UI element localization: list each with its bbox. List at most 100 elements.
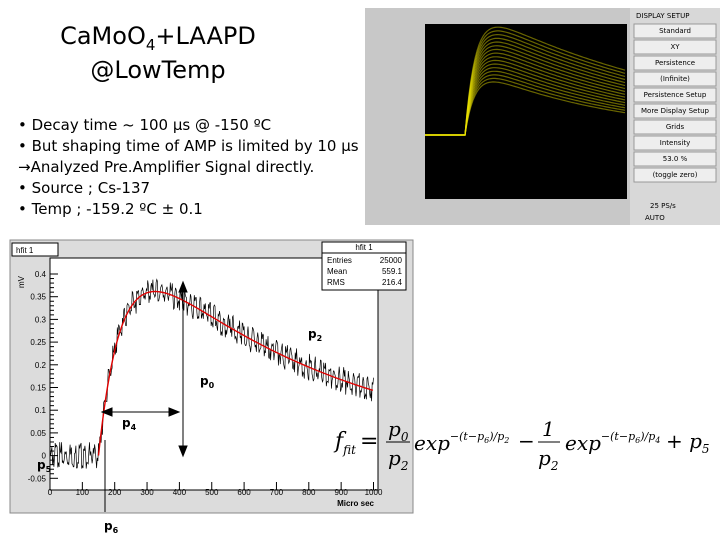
scope-trace: [425, 67, 626, 136]
param-label: p5: [37, 458, 52, 474]
y-tick-label: 0.15: [30, 384, 46, 393]
scope-button-label: Grids: [666, 123, 685, 131]
param-label: p2: [308, 327, 322, 343]
plot-name-box: [11, 242, 59, 257]
scope-trace: [425, 30, 626, 136]
stats-title: hfit 1: [355, 243, 373, 252]
scope-button: [633, 23, 717, 39]
scope-button-label: More Display Setup: [641, 107, 710, 115]
fit-curve: [97, 290, 374, 456]
param-sub: 6: [113, 526, 119, 535]
param-base: p: [104, 519, 113, 533]
scope-screen: [425, 24, 627, 199]
plot-name: hfit 1: [16, 246, 34, 255]
scope-button: [633, 39, 717, 55]
x-tick-label: 800: [302, 488, 316, 497]
scope-trace: [425, 37, 626, 136]
x-tick-label: 0: [48, 488, 53, 497]
scope-button: [633, 151, 717, 167]
scope-button: [633, 103, 717, 119]
y-tick-label: 0.4: [35, 270, 47, 279]
stats-key: Entries: [327, 256, 352, 265]
exp1: exp−(t−p6)/p2: [414, 430, 509, 455]
title-line2: @LowTemp: [90, 56, 225, 84]
scope-trace: [425, 33, 626, 136]
y-tick-label: 0.3: [35, 315, 47, 324]
y-tick-label: 0.35: [30, 293, 46, 302]
x-tick-label: 700: [270, 488, 284, 497]
bullet: →Analyzed Pre.Amplifier Signal directly.: [18, 158, 314, 176]
param-base: p: [308, 327, 317, 341]
scope-button-label: 53.0 %: [663, 155, 688, 163]
scope-menu-title: DISPLAY SETUP: [636, 12, 689, 20]
stats-value: 25000: [380, 256, 403, 265]
scope-button: [633, 71, 717, 87]
stats-value: 559.1: [382, 267, 403, 276]
param-base: p: [122, 416, 131, 430]
x-tick-label: 300: [140, 488, 154, 497]
stats-box: [321, 241, 407, 291]
scope-trace: [425, 63, 626, 136]
x-tick-label: 400: [173, 488, 187, 497]
scope-trace: [425, 56, 626, 136]
scope-trace: [425, 26, 626, 136]
x-tick-label: 900: [334, 488, 348, 497]
bullet: • Decay time ~ 100 μs @ -150 ºC: [18, 116, 271, 134]
y-tick-label: 0.1: [35, 406, 47, 415]
bullet: • Source ; Cs-137: [18, 179, 150, 197]
scope-trace: [425, 59, 626, 136]
x-label: Micro sec: [337, 499, 374, 508]
frac2-den: p2: [538, 446, 558, 473]
param-base: p: [200, 374, 209, 388]
y-tick-label: 0: [42, 452, 47, 461]
scope-button-label: Standard: [659, 27, 691, 35]
scope-button-label: Intensity: [660, 139, 690, 147]
scope-trace: [425, 52, 626, 136]
frac2-num: 1: [542, 417, 555, 441]
scope-button-label: Persistence Setup: [644, 91, 707, 99]
x-tick-label: 500: [205, 488, 219, 497]
scope-button: [633, 87, 717, 103]
minus: −: [518, 429, 535, 453]
stats-key: RMS: [327, 278, 345, 287]
param-base: p: [37, 458, 46, 472]
param-label: p0: [200, 374, 215, 390]
waveform: [49, 278, 374, 469]
scope-trace: [425, 81, 626, 136]
frac1-den: p2: [388, 446, 408, 473]
param-sub: 4: [131, 423, 137, 432]
scope-trace: [425, 77, 626, 136]
scope-button: [633, 135, 717, 151]
scope-rate: 25 PS/s: [650, 202, 676, 210]
bullet: • Temp ; -159.2 ºC ± 0.1: [18, 200, 203, 218]
scope-mode: AUTO: [645, 214, 665, 222]
stats-key: Mean: [327, 267, 347, 276]
scope-trace: [425, 48, 626, 136]
x-tick-label: 1000: [365, 488, 383, 497]
bullet: • But shaping time of AMP is limited by …: [18, 137, 359, 155]
scope-button: [633, 167, 717, 183]
y-tick-label: 0.05: [30, 429, 46, 438]
y-tick-label: -0.05: [28, 474, 47, 483]
title-line1: CaMoO4+LAAPD: [60, 22, 256, 54]
y-tick-label: 0.2: [35, 361, 47, 370]
param-sub: 5: [46, 465, 52, 474]
annotation-arrows: [100, 280, 188, 512]
scope-trace: [425, 45, 626, 136]
scope-button-label: XY: [670, 43, 680, 51]
scope-trace: [425, 41, 626, 136]
scope-trace: [425, 74, 626, 136]
param-label: p4: [122, 416, 137, 432]
scope-button-label: Persistence: [655, 59, 695, 67]
plus-p5: + p5: [666, 429, 710, 456]
param-sub: 2: [317, 334, 323, 343]
x-tick-label: 100: [76, 488, 90, 497]
x-tick-label: 600: [237, 488, 251, 497]
scope-trace: [425, 70, 626, 136]
x-tick-label: 200: [108, 488, 122, 497]
exp2: exp−(t−p6)/p4: [565, 430, 660, 455]
param-sub: 0: [209, 381, 215, 390]
param-label: p6: [104, 519, 119, 535]
y-label: mV: [17, 275, 26, 288]
